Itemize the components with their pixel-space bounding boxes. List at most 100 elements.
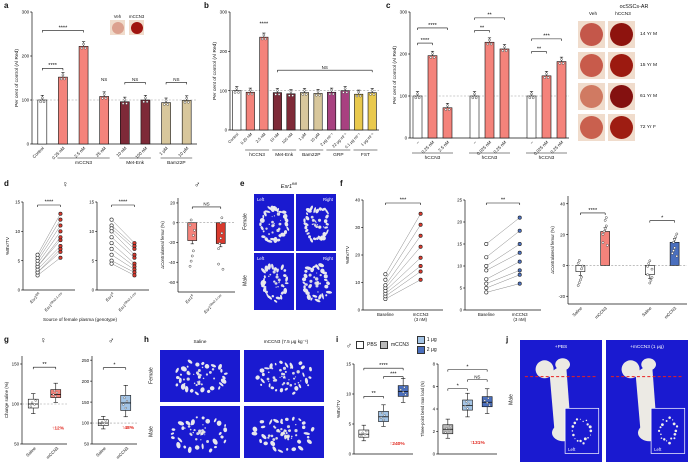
panel-a-label: a	[4, 1, 9, 10]
panel-g: g ♀ 50 100 150 Change saline (%) Saline mCCN3…	[4, 336, 142, 466]
svg-text:NS: NS	[474, 375, 480, 380]
h-c2-svg	[244, 350, 324, 402]
svg-text:15: 15	[15, 200, 21, 205]
culture-well-stain	[130, 21, 143, 34]
col-header-saline: Saline	[193, 339, 207, 344]
svg-text:20: 20	[355, 253, 361, 258]
culture-well-stain	[610, 23, 633, 46]
svg-text:mCCN3: mCCN3	[45, 445, 60, 460]
male-symbol: ♂	[346, 340, 352, 350]
svg-text:Saline: Saline	[95, 445, 107, 457]
svg-text:0: 0	[92, 288, 95, 293]
svg-text:**: **	[537, 46, 542, 52]
svg-text:****: ****	[59, 25, 69, 31]
svg-text:2: 2	[433, 429, 436, 434]
ocsscs-ar-block: ocSSCs-AR Veh hCCN3 14 Yr M 15 Yr M 61 Yr …	[576, 4, 692, 174]
panel-f-bar-chart: -20 0 20 40 ΔContralateral femur (%) Saline mC…	[548, 190, 690, 330]
svg-text:↑12%: ↑12%	[52, 426, 65, 432]
svg-text:2.5 nM: 2.5 nM	[437, 139, 450, 152]
culture-well-image	[578, 114, 605, 141]
svg-text:0: 0	[563, 263, 566, 268]
svg-text:NS: NS	[132, 77, 138, 82]
svg-text:-60: -60	[169, 280, 176, 285]
row-label-male: Male	[242, 275, 249, 286]
culture-well-stain	[580, 54, 603, 77]
svg-text:Left: Left	[568, 447, 576, 452]
svg-text:NS: NS	[203, 202, 209, 207]
culture-well-stain	[580, 116, 603, 139]
culture-well-stain	[610, 85, 633, 108]
svg-text:Esr1Nkx2.1-cre: Esr1Nkx2.1-cre	[43, 291, 64, 312]
svg-text:Esr1fl/fl: Esr1fl/fl	[28, 291, 41, 304]
veh-label: Veh	[113, 14, 122, 19]
svg-text:Change saline (%): Change saline (%)	[4, 381, 9, 418]
ch-f2-svg: 0 5 10 15 20 25 ** Baseline mCCN3(3 nM)	[457, 198, 541, 322]
ocsscs-ar-headers: Veh hCCN3	[578, 12, 692, 17]
svg-text:ΔContralateral femur (%): ΔContralateral femur (%)	[160, 221, 165, 269]
svg-text:****: ****	[45, 200, 55, 206]
panel-d-paired-plot-2: 0 5 10 15 **** Esr1fl Esr1Nkx2.1-cre	[80, 192, 152, 312]
svg-text:GRP: GRP	[333, 152, 343, 158]
svg-text:0: 0	[433, 452, 436, 457]
svg-text:100 nM: 100 nM	[281, 132, 294, 145]
svg-text:200: 200	[82, 379, 90, 384]
svg-text:Per cent of control (Al Red): Per cent of control (Al Red)	[14, 49, 20, 107]
ocsscs-ar-row: 15 Yr M	[576, 52, 692, 79]
svg-text:20: 20	[560, 232, 566, 237]
svg-text:100: 100	[400, 94, 408, 99]
panel-f-paired-plot-1: 0 10 20 30 40 %BV/TV *** Baseline mCCN3 (3 nM)	[346, 190, 446, 326]
svg-text:**: **	[42, 362, 47, 368]
ch-g1-svg: 50 100 150 Change saline (%) Saline mCCN3 ** ↑1…	[4, 356, 67, 460]
svg-text:250: 250	[82, 358, 90, 363]
svg-text:***: ***	[400, 198, 407, 204]
microct-image-mccn3-male	[244, 406, 324, 458]
svg-text:100 nM: 100 nM	[134, 145, 148, 159]
svg-text:20: 20	[457, 220, 463, 225]
panel-d-label: d	[4, 179, 9, 188]
culture-well-image	[608, 21, 635, 48]
svg-text:mCCN3: mCCN3	[75, 160, 92, 166]
pbs-legend-label: PBS	[367, 342, 378, 348]
microct-image-female-left: Left	[254, 194, 294, 251]
svg-text:**: **	[501, 198, 506, 204]
panel-c-label: c	[386, 1, 391, 10]
svg-text:1 μg ml⁻¹: 1 μg ml⁻¹	[360, 131, 376, 147]
svg-text:Per cent of control (Al Red): Per cent of control (Al Red)	[392, 46, 398, 104]
svg-text:Baseline: Baseline	[478, 312, 495, 317]
svg-text:100: 100	[22, 98, 30, 103]
culture-well-stain	[610, 116, 633, 139]
svg-text:Esr1fl: Esr1fl	[184, 293, 195, 304]
svg-text:mCCN3: mCCN3	[663, 305, 678, 320]
culture-well-stain	[580, 85, 603, 108]
panel-i: i ♂ PBS mCCN3 1 μg 2 μg 0 5 10 15 %BV/TV ****…	[336, 336, 502, 466]
svg-text:0.25 nM: 0.25 nM	[239, 132, 253, 146]
svg-text:Left: Left	[257, 256, 265, 261]
ocsscs-ar-rows: 14 Yr M 15 Yr M 61 Yr M 72 Yr F	[576, 21, 692, 141]
ocsscs-ar-title: ocSSCs-AR	[619, 4, 649, 10]
svg-text:+PBS: +PBS	[555, 344, 567, 350]
svg-text:100: 100	[82, 421, 90, 426]
svg-text:hCCN3: hCCN3	[425, 155, 441, 161]
svg-text:40: 40	[560, 201, 566, 206]
svg-text:0.25 nM: 0.25 nM	[420, 139, 435, 154]
svg-text:%BV/TV: %BV/TV	[346, 245, 351, 264]
svg-text:Bam22P: Bam22P	[302, 152, 320, 158]
svg-text:10: 10	[346, 392, 352, 397]
female-symbol: ♀	[40, 335, 47, 345]
svg-text:hCCN3: hCCN3	[539, 155, 555, 161]
ch-d3-svg: -60 -40 -20 0 20 ΔContralateral femur (%) Esr1…	[160, 198, 235, 314]
svg-text:Left: Left	[654, 447, 662, 452]
panel-j-label: j	[506, 335, 509, 344]
svg-text:↑240%: ↑240%	[390, 441, 406, 447]
row-label-male: Male	[508, 394, 515, 405]
svg-text:0: 0	[358, 308, 361, 313]
svg-text:Met-Enk: Met-Enk	[126, 160, 144, 166]
ch-a-svg: 0 100 200 300 Per cent of control (Al Red) Co…	[14, 10, 197, 166]
culture-well-image	[578, 21, 605, 48]
ch-b-svg: 0 100 200 300 Per cent of control (Al Red) Co…	[212, 10, 379, 158]
panel-b-label: b	[204, 1, 209, 10]
svg-text:300: 300	[22, 10, 30, 15]
microct-image-male-left: Left	[254, 253, 294, 310]
mccn3-legend-label: mCCN3	[391, 342, 409, 348]
panel-d-bar-chart: -60 -40 -20 0 20 ΔContralateral femur (%) Esr1…	[158, 190, 238, 322]
